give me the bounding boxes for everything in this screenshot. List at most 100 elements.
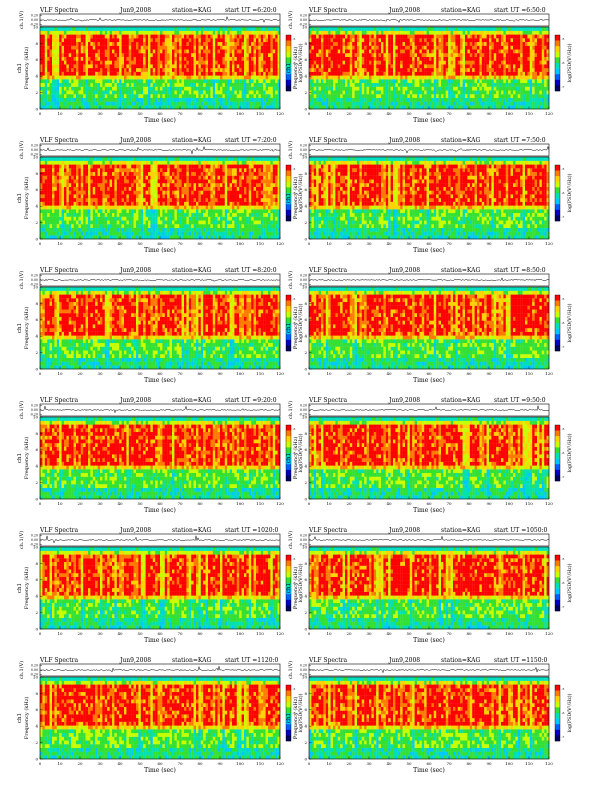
spectrogram-cell (371, 72, 374, 76)
spectrogram-cell (501, 83, 504, 87)
spectrogram-cell (338, 64, 341, 68)
spectrogram-cell (275, 38, 278, 42)
spectrogram-cell (338, 27, 341, 31)
spectrogram-cell (458, 68, 461, 72)
spectrogram-cell (215, 38, 218, 42)
spectrogram-cell (100, 61, 103, 65)
spectrogram-cell (266, 105, 269, 109)
spectrogram-cell (189, 49, 192, 53)
spectrogram-cell (381, 98, 384, 102)
spectrogram-cell (186, 83, 189, 87)
spectrogram-cell (371, 87, 374, 91)
spectrogram-cell (186, 64, 189, 68)
spectrogram-cell (210, 57, 213, 61)
spectrogram-cell (50, 105, 53, 109)
spectrogram-cell (249, 57, 252, 61)
spectrogram-cell (364, 79, 367, 83)
spectrogram-cell (232, 72, 235, 76)
spectrogram-cell (268, 72, 271, 76)
spectrogram-cell (246, 49, 249, 53)
spectrogram-cell (335, 98, 338, 102)
spectrogram-cell (93, 79, 96, 83)
spectrogram-cell (417, 75, 420, 79)
spectrogram-cell (381, 83, 384, 87)
spectrogram-cell (309, 57, 312, 61)
spectrogram-cell (446, 75, 449, 79)
spectrogram-cell (441, 31, 444, 35)
spectrogram-cell (256, 75, 259, 79)
spectrogram-cell (316, 64, 319, 68)
spectrogram-cell (52, 53, 55, 57)
spectrogram-cell (126, 72, 129, 76)
spectrogram-cell (124, 38, 127, 42)
spectrogram-cell (143, 72, 146, 76)
spectrogram-cell (105, 83, 108, 87)
spectrogram-cell (100, 94, 103, 98)
spectrogram-cell (40, 49, 43, 53)
spectrogram-cell (479, 105, 482, 109)
waveform-ylabel: ch.1(V) (287, 11, 294, 29)
spectrogram-cell (174, 94, 177, 98)
spectrogram-cell (244, 49, 247, 53)
spectrogram-cell (381, 34, 384, 38)
spectrogram-cell (182, 27, 185, 31)
spectrogram-cell (237, 38, 240, 42)
spectrogram-cell (388, 98, 391, 102)
spectrogram-cell (275, 79, 278, 83)
spectrogram-cell (78, 38, 81, 42)
spectrogram-cell (196, 83, 199, 87)
spectrogram-cell (234, 87, 237, 91)
spectrogram-cell (367, 31, 370, 35)
spectrogram-cell (467, 27, 470, 31)
spectrogram-cell (78, 46, 81, 50)
spectrogram-cell (494, 87, 497, 91)
spectrogram-cell (90, 98, 93, 102)
spectrogram-cell (321, 90, 324, 94)
spectrogram-cell (427, 90, 430, 94)
spectrogram-cell (155, 46, 158, 50)
spectrogram-cell (321, 49, 324, 53)
spectrogram-cell (391, 34, 394, 38)
spectrogram-cell (74, 83, 77, 87)
spectrogram-cell (465, 64, 468, 68)
spectrogram-cell (220, 79, 223, 83)
spectrogram-cell (422, 42, 425, 46)
spectrogram-cell (230, 27, 233, 31)
spectrogram-cell (261, 49, 264, 53)
spectrogram-cell (487, 75, 490, 79)
spectrogram-cell (102, 31, 105, 35)
spectrogram-cell (47, 42, 50, 46)
spectrogram-cell (367, 34, 370, 38)
spectrogram-cell (208, 31, 211, 35)
spectrogram-cell (518, 105, 521, 109)
spectrogram-cell (59, 46, 62, 50)
spectrogram-cell (475, 34, 478, 38)
spectrogram-cell (194, 64, 197, 68)
spectrogram-cell (494, 61, 497, 65)
spectrogram-cell (184, 31, 187, 35)
spectrogram-cell (138, 49, 141, 53)
spectrogram-cell (343, 87, 346, 91)
spectrogram-cell (134, 83, 137, 87)
spectrogram-cell (503, 87, 506, 91)
spectrogram-cell (146, 102, 149, 106)
spectrogram-cell (232, 90, 235, 94)
spectrogram-cell (66, 31, 69, 35)
spectrogram-cell (487, 79, 490, 83)
spectrogram-cell (126, 79, 129, 83)
spectrogram-cell (239, 90, 242, 94)
spectrogram-cell (112, 102, 115, 106)
spectrogram-cell (174, 83, 177, 87)
spectrogram-cell (208, 68, 211, 72)
spectrogram-cell (455, 57, 458, 61)
spectrogram-cell (350, 72, 353, 76)
spectrogram-cell (513, 64, 516, 68)
spectrogram-cell (331, 53, 334, 57)
spectrogram-cell (367, 75, 370, 79)
spectrogram-cell (439, 34, 442, 38)
spectrogram-cell (114, 46, 117, 50)
spectrogram-cell (50, 57, 53, 61)
spectrogram-cell (434, 68, 437, 72)
spectrogram-cell (42, 38, 45, 42)
spectrogram-cell (237, 94, 240, 98)
